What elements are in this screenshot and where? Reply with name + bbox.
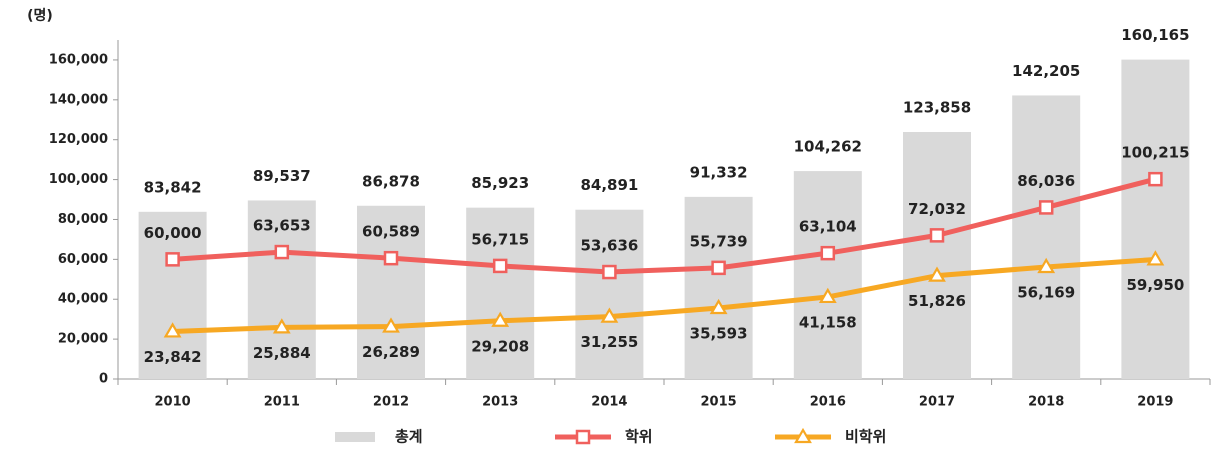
data-label: 83,842 — [144, 178, 202, 196]
data-label: 41,158 — [799, 313, 857, 331]
data-label: 60,589 — [362, 223, 420, 241]
data-label: 160,165 — [1121, 26, 1189, 44]
y-tick-label: 100,000 — [49, 172, 108, 187]
data-label: 60,000 — [144, 224, 202, 242]
legend-label: 비학위 — [845, 428, 886, 446]
data-label: 56,169 — [1017, 283, 1075, 301]
marker — [274, 244, 290, 260]
data-label: 123,858 — [903, 99, 971, 117]
marker — [929, 228, 945, 243]
data-label: 26,289 — [362, 343, 420, 361]
data-label: 104,262 — [794, 138, 862, 156]
data-label: 86,878 — [362, 172, 420, 190]
data-label: 35,593 — [690, 325, 748, 343]
marker — [1148, 171, 1163, 187]
marker — [600, 307, 619, 323]
x-tick-label: 2013 — [482, 395, 518, 410]
data-label: 55,739 — [690, 232, 748, 250]
data-label: 84,891 — [580, 176, 638, 194]
y-axis-label: (명) — [27, 7, 53, 24]
y-tick-label: 120,000 — [49, 132, 108, 147]
x-tick-label: 2015 — [701, 395, 737, 410]
legend-marker — [794, 427, 812, 444]
marker — [818, 287, 837, 304]
data-label: 25,884 — [253, 344, 311, 362]
data-label: 51,826 — [908, 292, 966, 310]
data-label: 56,715 — [471, 230, 529, 248]
data-label: 85,923 — [471, 174, 529, 192]
marker — [711, 260, 726, 276]
marker — [602, 264, 617, 280]
bar — [1012, 95, 1081, 379]
marker — [491, 311, 510, 327]
x-tick-label: 2012 — [373, 395, 409, 410]
marker — [709, 298, 728, 315]
data-label: 63,653 — [253, 217, 311, 235]
y-tick-label: 20,000 — [58, 332, 108, 347]
x-tick-label: 2017 — [919, 395, 955, 410]
data-label: 63,104 — [799, 218, 857, 236]
bar — [684, 196, 753, 379]
line — [172, 256, 1156, 334]
x-tick-label: 2019 — [1137, 395, 1173, 410]
data-label: 29,208 — [471, 337, 529, 355]
y-tick-label: 160,000 — [49, 52, 108, 67]
data-label: 59,950 — [1126, 276, 1184, 294]
bar — [247, 200, 316, 379]
bar — [903, 132, 971, 379]
x-tick-label: 2010 — [155, 395, 191, 410]
line — [172, 176, 1157, 275]
marker — [492, 258, 508, 274]
data-label: 31,255 — [580, 333, 638, 351]
y-tick-label: 140,000 — [49, 92, 108, 107]
marker — [163, 322, 182, 338]
x-tick-label: 2011 — [264, 395, 300, 410]
legend-swatch — [335, 432, 375, 442]
marker — [820, 245, 836, 261]
legend-label: 학위 — [625, 428, 653, 446]
bar — [793, 171, 862, 379]
marker — [1146, 250, 1165, 266]
x-tick-label: 2014 — [591, 395, 627, 410]
marker — [165, 252, 180, 267]
y-tick-label: 60,000 — [58, 252, 108, 267]
bar — [466, 207, 535, 379]
marker — [382, 317, 400, 333]
data-label: 100,215 — [1121, 144, 1189, 162]
data-label: 89,537 — [253, 167, 311, 185]
y-tick-label: 80,000 — [58, 212, 108, 227]
bar — [575, 209, 644, 379]
y-tick-label: 0 — [99, 372, 108, 387]
marker — [1037, 257, 1056, 274]
bar — [1121, 59, 1190, 379]
marker — [383, 250, 399, 266]
y-tick-label: 40,000 — [58, 292, 108, 307]
marker — [928, 266, 946, 282]
legend-marker — [575, 429, 591, 445]
data-label: 23,842 — [144, 348, 202, 366]
marker — [272, 318, 291, 334]
data-label: 53,636 — [580, 237, 638, 255]
data-label: 86,036 — [1017, 172, 1075, 190]
x-tick-label: 2018 — [1028, 395, 1064, 410]
data-label: 142,205 — [1012, 62, 1080, 80]
data-label: 91,332 — [690, 163, 748, 181]
marker — [1038, 200, 1054, 215]
legend-label: 총계 — [395, 428, 423, 446]
bar — [138, 211, 207, 379]
x-tick-label: 2016 — [810, 395, 846, 410]
data-label: 72,032 — [908, 200, 966, 218]
bar — [357, 205, 425, 379]
